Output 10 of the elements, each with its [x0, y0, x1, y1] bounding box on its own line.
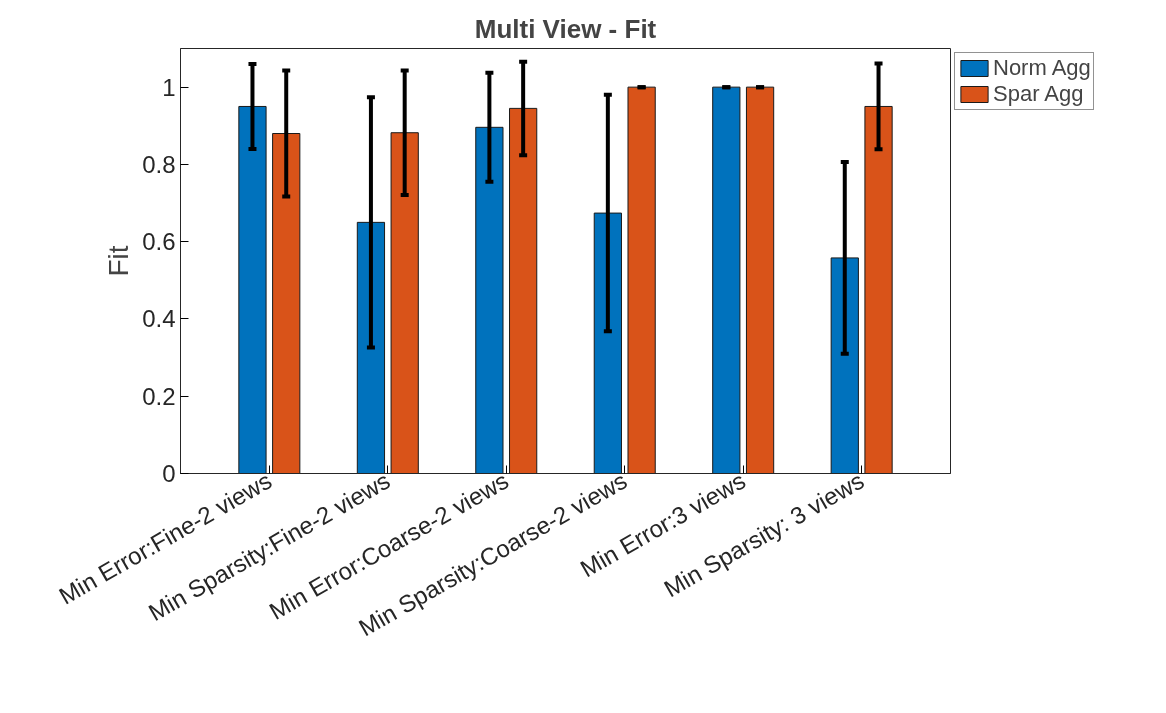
y-tick-label: 0.8: [142, 150, 176, 178]
y-tick-label: 1: [162, 73, 176, 101]
y-tick-label: 0: [162, 460, 176, 487]
y-tick-label: 0.2: [142, 382, 176, 410]
legend-label: Norm Agg: [993, 55, 1091, 81]
chart-title: Multi View - Fit: [474, 13, 657, 44]
y-tick-label: 0.6: [142, 228, 176, 256]
y-axis-title: Fit: [103, 245, 135, 277]
y-tick-label: 0.4: [142, 305, 176, 333]
legend-label: Spar Agg: [993, 81, 1084, 107]
